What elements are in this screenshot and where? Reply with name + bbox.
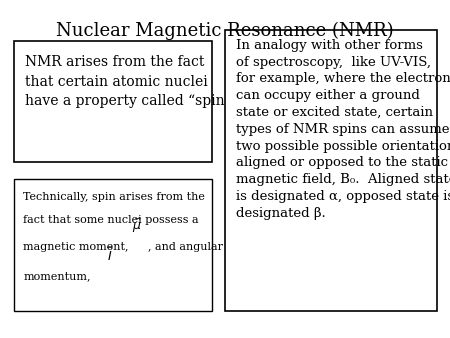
Text: $\vec{\mu}$: $\vec{\mu}$	[132, 216, 142, 235]
Text: NMR arises from the fact
that certain atomic nuclei
have a property called “spin: NMR arises from the fact that certain at…	[25, 55, 232, 108]
Text: fact that some nuclei possess a: fact that some nuclei possess a	[23, 215, 199, 225]
FancyBboxPatch shape	[14, 179, 211, 311]
Text: , and angular: , and angular	[148, 242, 223, 252]
FancyBboxPatch shape	[14, 41, 211, 162]
Text: $\vec{I}$: $\vec{I}$	[107, 246, 114, 264]
Text: In analogy with other forms
of spectroscopy,  like UV-VIS,
for example, where th: In analogy with other forms of spectrosc…	[236, 39, 450, 220]
Text: magnetic moment,: magnetic moment,	[23, 242, 129, 252]
Text: Technically, spin arises from the: Technically, spin arises from the	[23, 192, 205, 202]
Text: Nuclear Magnetic Resonance (NMR): Nuclear Magnetic Resonance (NMR)	[56, 22, 394, 40]
FancyBboxPatch shape	[225, 30, 436, 311]
Text: momentum,: momentum,	[23, 271, 91, 282]
